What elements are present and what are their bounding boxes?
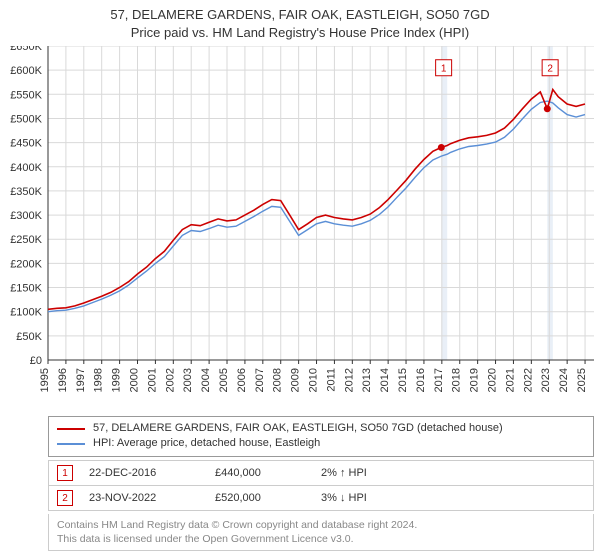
- legend-label-2: HPI: Average price, detached house, East…: [93, 436, 320, 451]
- svg-text:2008: 2008: [272, 368, 284, 392]
- legend: 57, DELAMERE GARDENS, FAIR OAK, EASTLEIG…: [48, 416, 594, 457]
- table-row: 1 22-DEC-2016 £440,000 2% ↑ HPI: [48, 460, 594, 486]
- svg-text:2024: 2024: [558, 368, 570, 392]
- svg-text:2017: 2017: [433, 368, 445, 392]
- svg-text:£250K: £250K: [10, 234, 42, 246]
- svg-text:1996: 1996: [57, 368, 69, 392]
- attribution: Contains HM Land Registry data © Crown c…: [48, 514, 594, 551]
- svg-text:£500K: £500K: [10, 113, 42, 125]
- svg-text:2010: 2010: [308, 368, 320, 392]
- svg-text:£100K: £100K: [10, 307, 42, 319]
- svg-text:2009: 2009: [290, 368, 302, 392]
- legend-item-series-2: HPI: Average price, detached house, East…: [57, 436, 585, 451]
- marker-badge-2: 2: [57, 490, 73, 506]
- svg-text:2007: 2007: [254, 368, 266, 392]
- marker-badge-1: 1: [57, 465, 73, 481]
- svg-text:2003: 2003: [182, 368, 194, 392]
- svg-text:1998: 1998: [93, 368, 105, 392]
- legend-swatch-1: [57, 428, 85, 430]
- svg-text:1995: 1995: [39, 368, 51, 392]
- svg-text:1997: 1997: [75, 368, 87, 392]
- svg-text:2016: 2016: [415, 368, 427, 392]
- svg-text:1999: 1999: [111, 368, 123, 392]
- arrow-up-icon: ↑: [340, 467, 346, 479]
- arrow-down-icon: ↓: [340, 492, 346, 504]
- attribution-line-2: This data is licensed under the Open Gov…: [57, 532, 585, 546]
- marker-date-2: 23-NOV-2022: [89, 492, 199, 504]
- svg-text:2023: 2023: [540, 368, 552, 392]
- svg-text:£650K: £650K: [10, 46, 42, 53]
- svg-text:1: 1: [441, 64, 447, 75]
- title-line-2: Price paid vs. HM Land Registry's House …: [0, 24, 600, 42]
- legend-swatch-2: [57, 443, 85, 445]
- svg-text:2005: 2005: [218, 368, 230, 392]
- legend-item-series-1: 57, DELAMERE GARDENS, FAIR OAK, EASTLEIG…: [57, 421, 585, 436]
- svg-text:£0: £0: [30, 355, 42, 367]
- svg-text:2018: 2018: [451, 368, 463, 392]
- marker-date-1: 22-DEC-2016: [89, 467, 199, 479]
- svg-text:£350K: £350K: [10, 186, 42, 198]
- svg-text:2002: 2002: [164, 368, 176, 392]
- marker-delta-1: 2% ↑ HPI: [321, 467, 585, 479]
- svg-text:2020: 2020: [487, 368, 499, 392]
- transactions-table: 1 22-DEC-2016 £440,000 2% ↑ HPI 2 23-NOV…: [48, 460, 594, 511]
- chart-title: 57, DELAMERE GARDENS, FAIR OAK, EASTLEIG…: [0, 0, 600, 41]
- svg-text:£150K: £150K: [10, 283, 42, 295]
- svg-text:2013: 2013: [361, 368, 373, 392]
- svg-text:2001: 2001: [146, 368, 158, 392]
- chart-container: 57, DELAMERE GARDENS, FAIR OAK, EASTLEIG…: [0, 0, 600, 560]
- table-row: 2 23-NOV-2022 £520,000 3% ↓ HPI: [48, 486, 594, 511]
- svg-text:2012: 2012: [343, 368, 355, 392]
- svg-text:2006: 2006: [236, 368, 248, 392]
- svg-text:2022: 2022: [522, 368, 534, 392]
- marker-price-2: £520,000: [215, 492, 305, 504]
- marker-price-1: £440,000: [215, 467, 305, 479]
- svg-text:2000: 2000: [129, 368, 141, 392]
- attribution-line-1: Contains HM Land Registry data © Crown c…: [57, 518, 585, 532]
- svg-text:2014: 2014: [379, 368, 391, 392]
- svg-text:2021: 2021: [504, 368, 516, 392]
- svg-text:£300K: £300K: [10, 210, 42, 222]
- svg-text:£50K: £50K: [16, 331, 42, 343]
- marker-delta-2: 3% ↓ HPI: [321, 492, 585, 504]
- svg-text:2025: 2025: [576, 368, 588, 392]
- svg-text:£550K: £550K: [10, 89, 42, 101]
- svg-text:2019: 2019: [469, 368, 481, 392]
- svg-text:£200K: £200K: [10, 258, 42, 270]
- svg-text:£450K: £450K: [10, 138, 42, 150]
- legend-label-1: 57, DELAMERE GARDENS, FAIR OAK, EASTLEIG…: [93, 421, 503, 436]
- svg-text:£600K: £600K: [10, 65, 42, 77]
- plot-svg: £0 £50K £100K £150K £200K £250K £300K £350K £400…: [4, 46, 594, 406]
- svg-text:2015: 2015: [397, 368, 409, 392]
- svg-text:2: 2: [547, 64, 553, 75]
- svg-text:£400K: £400K: [10, 162, 42, 174]
- title-line-1: 57, DELAMERE GARDENS, FAIR OAK, EASTLEIG…: [0, 6, 600, 24]
- svg-text:2004: 2004: [200, 368, 212, 392]
- plot-area: £0£50K£100K£150K£200K£250K£300K£350K£400…: [48, 46, 594, 406]
- svg-text:2011: 2011: [325, 368, 337, 392]
